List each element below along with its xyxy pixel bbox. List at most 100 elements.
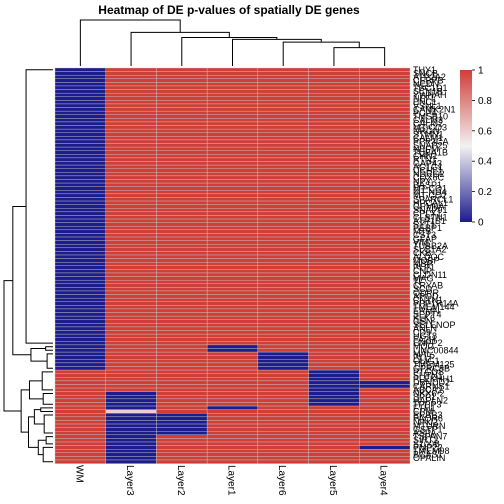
row-label: HAPLN2 — [413, 396, 448, 406]
heatmap-cell — [105, 287, 157, 292]
heatmap-cell — [359, 427, 411, 432]
heatmap-cell — [359, 208, 411, 213]
heatmap-cell — [257, 377, 309, 382]
heatmap-cell — [105, 402, 157, 407]
heatmap-cell — [54, 387, 106, 392]
heatmap-cell — [206, 387, 259, 392]
heatmap-cell — [156, 344, 208, 349]
heatmap-cell — [359, 301, 411, 306]
heatmap-cell — [308, 351, 360, 356]
heatmap-cell — [359, 362, 411, 367]
heatmap-cell — [54, 182, 106, 187]
heatmap-cell — [206, 89, 259, 94]
heatmap-cell — [308, 355, 360, 360]
heatmap-cell — [359, 373, 411, 378]
heatmap-cell — [54, 161, 106, 166]
heatmap-cell — [359, 136, 411, 141]
heatmap-cell — [308, 136, 360, 141]
dendrogram-branch — [25, 69, 53, 344]
row-label: HPCAL1 — [413, 198, 448, 208]
heatmap-cell — [156, 333, 208, 338]
heatmap-cell — [359, 438, 411, 443]
row-label: PAQR6 — [413, 414, 443, 424]
heatmap-cell — [105, 341, 157, 346]
heatmap-cell — [359, 402, 411, 407]
heatmap-cell — [257, 373, 309, 378]
heatmap-cell — [359, 233, 411, 238]
heatmap-cell — [156, 190, 208, 195]
heatmap-cell — [206, 172, 259, 177]
heatmap-cell — [105, 193, 157, 198]
heatmap-cell — [54, 236, 106, 241]
heatmap-cell — [359, 74, 411, 79]
row-label: MAL — [413, 349, 432, 359]
heatmap-cell — [156, 441, 208, 446]
heatmap-cell — [257, 294, 309, 299]
heatmap-cell — [156, 262, 208, 267]
heatmap-cell — [359, 366, 411, 371]
heatmap-cell — [105, 265, 157, 270]
heatmap-cell — [359, 449, 411, 454]
column-label: Layer6 — [276, 465, 287, 496]
heatmap-cell — [257, 459, 309, 464]
heatmap-cell — [308, 143, 360, 148]
heatmap-cell — [156, 247, 208, 252]
heatmap-cell — [308, 423, 360, 428]
row-label: LINC00844 — [413, 345, 459, 355]
heatmap-cell — [257, 269, 309, 274]
heatmap-cell — [308, 82, 360, 87]
heatmap-cell — [308, 326, 360, 331]
heatmap-cell — [359, 132, 411, 137]
row-label: OPALIN — [413, 453, 445, 463]
heatmap-cell — [359, 244, 411, 249]
heatmap-cell — [105, 244, 157, 249]
heatmap-cell — [206, 312, 259, 317]
heatmap-cell — [156, 154, 208, 159]
heatmap-cell — [156, 359, 208, 364]
row-label: DBNDD2 — [413, 378, 450, 388]
heatmap-cell — [257, 236, 309, 241]
heatmap-cell — [308, 348, 360, 353]
row-label: PLP1 — [413, 263, 435, 273]
row-label: TUBB2A — [413, 241, 448, 251]
heatmap-cell — [206, 110, 259, 115]
row-label: CLDN11 — [413, 270, 447, 280]
heatmap-cell — [206, 276, 259, 281]
heatmap-cell — [156, 200, 208, 205]
heatmap-cell — [105, 434, 157, 439]
heatmap-cell — [156, 312, 208, 317]
row-label: BASP1 — [413, 180, 442, 190]
row-label: SYT1 — [413, 219, 436, 229]
heatmap-cell — [308, 251, 360, 256]
row-label: NCDN — [413, 79, 439, 89]
row-label: NDRG2 — [413, 169, 445, 179]
column-label: Layer5 — [327, 465, 338, 496]
heatmap-cell — [206, 107, 259, 112]
heatmap-cell — [308, 236, 360, 241]
heatmap-cell — [105, 197, 157, 202]
heatmap-cell — [54, 348, 106, 353]
heatmap-cell — [156, 297, 208, 302]
heatmap-cell — [54, 366, 106, 371]
heatmap-cell — [54, 175, 106, 180]
heatmap-cell — [105, 164, 157, 169]
heatmap-cell — [206, 351, 259, 356]
heatmap-cell — [257, 211, 309, 216]
heatmap-cell — [308, 200, 360, 205]
heatmap-cell — [257, 456, 309, 461]
heatmap-cell — [54, 405, 106, 410]
heatmap-cell — [54, 341, 106, 346]
row-label: CD9 — [413, 327, 431, 337]
heatmap-cell — [54, 193, 106, 198]
heatmap-cell — [257, 96, 309, 101]
heatmap-cell — [257, 67, 309, 72]
legend-tick-label: 0.4 — [478, 157, 492, 168]
heatmap-cell — [206, 359, 259, 364]
heatmap-cell — [105, 172, 157, 177]
heatmap-cell — [257, 168, 309, 173]
heatmap-cell — [105, 449, 157, 454]
heatmap-cell — [206, 168, 259, 173]
heatmap-cell — [54, 118, 106, 123]
heatmap-cell — [105, 240, 157, 245]
heatmap-cell — [54, 204, 106, 209]
